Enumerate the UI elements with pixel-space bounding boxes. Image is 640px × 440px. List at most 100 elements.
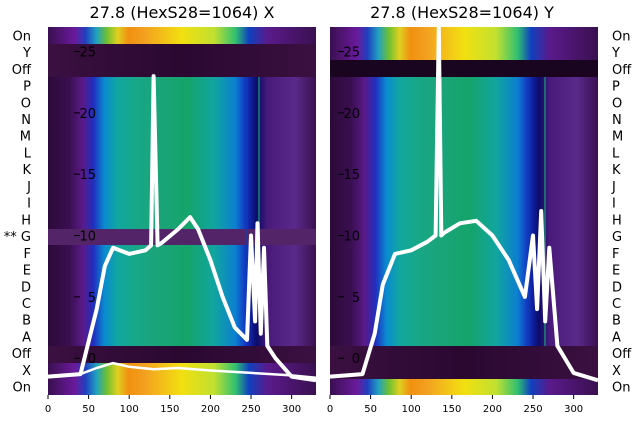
row-label: O	[21, 96, 31, 111]
x-tick-label: 0	[327, 404, 333, 415]
overlay-series-line	[329, 25, 599, 383]
x-tick-label: 0	[45, 404, 51, 415]
x-tick-label: 50	[82, 404, 95, 415]
row-label: F	[612, 247, 619, 262]
row-label: M	[20, 130, 31, 145]
overlay-tick-label: 5	[88, 291, 96, 306]
row-label: X	[612, 364, 621, 379]
row-label: H	[612, 213, 622, 228]
heatmap-column-streak-1	[245, 77, 248, 300]
x-tick-label: 250	[523, 404, 542, 415]
row-label: M	[612, 130, 623, 145]
heatmap-band-top-dark	[48, 44, 316, 77]
heatmap-band-main-upper	[48, 77, 316, 229]
heatmap-band-main	[330, 77, 598, 346]
row-label: C	[612, 297, 621, 312]
row-label: A	[612, 330, 621, 345]
row-label: On	[612, 381, 630, 396]
overlay-tick-label: 10	[79, 230, 96, 245]
x-tick-label: 200	[483, 404, 502, 415]
panel-right-x-ticks: 0 50 100 150 200 250 300	[327, 395, 583, 415]
panel-left-heatmap	[48, 27, 316, 395]
panel-right: 27.8 (HexS28=1064) Y On Y Off PONMLKJIHGFED…	[327, 3, 632, 415]
panel-left-overlay	[47, 74, 317, 383]
heatmap-band-top-dark	[330, 60, 598, 77]
row-label: L	[612, 146, 620, 161]
overlay-tick-label: 25	[343, 46, 360, 61]
row-label: P	[612, 80, 620, 95]
overlay-tick-label: 25	[79, 46, 96, 61]
panel-left-x-ticks: 0 50 100 150 200 250 300	[45, 395, 301, 415]
overlay-tick-label: 20	[343, 107, 360, 122]
row-label: N	[612, 113, 622, 128]
overlay-tick-label: 0	[352, 352, 360, 367]
heatmap-band-bottom-dark	[48, 346, 316, 363]
heatmap-band-top-hot	[330, 27, 598, 60]
x-tick-label: 150	[160, 404, 179, 415]
heatmap-column-streak-2	[258, 77, 260, 300]
x-tick-label: 100	[402, 404, 421, 415]
row-label: J	[26, 180, 31, 195]
row-label: D	[612, 280, 622, 295]
row-label: Y	[611, 46, 620, 61]
overlay-tick-label: 15	[79, 168, 96, 183]
row-label: G	[612, 230, 622, 245]
row-label: On	[13, 381, 31, 396]
overlay-series-line	[47, 74, 317, 383]
x-tick-label: 200	[201, 404, 220, 415]
panel-left-title: 27.8 (HexS28=1064) X	[90, 3, 275, 22]
row-label: Off	[612, 63, 632, 78]
row-label: ** G	[4, 230, 31, 245]
x-tick-label: 150	[442, 404, 461, 415]
row-label: Off	[12, 63, 32, 78]
x-tick-label: 300	[282, 404, 301, 415]
x-tick-label: 100	[120, 404, 139, 415]
row-label: P	[23, 80, 31, 95]
row-label: Y	[22, 46, 31, 61]
row-label: C	[22, 297, 31, 312]
row-label: E	[612, 264, 620, 279]
row-label: On	[13, 29, 31, 44]
row-label: X	[22, 364, 31, 379]
heatmap-column-streak-2	[544, 77, 546, 346]
overlay-tick-label: 15	[343, 168, 360, 183]
heatmap-band-main-lower	[48, 245, 316, 300]
row-label: B	[22, 314, 31, 329]
row-label: I	[612, 197, 616, 212]
overlay-tick-label: 20	[79, 107, 96, 122]
heatmap-band-bottom-hot	[330, 379, 598, 395]
row-label: A	[22, 330, 31, 345]
heatmap-band-bottom-dark	[330, 346, 598, 379]
x-tick-label: 300	[564, 404, 583, 415]
panel-right-overlay	[329, 25, 599, 383]
overlay-tick-label: 0	[88, 352, 96, 367]
panel-right-overlay-ticks: 0 5 10 15 20 25	[338, 46, 360, 367]
row-label: K	[612, 163, 621, 178]
row-label: D	[21, 280, 31, 295]
row-label: I	[27, 197, 31, 212]
overlay-series-line	[47, 361, 317, 380]
row-label: Off	[12, 347, 32, 362]
row-label: O	[612, 96, 622, 111]
row-label: N	[21, 113, 31, 128]
row-label: J	[611, 180, 616, 195]
x-tick-label: 50	[364, 404, 377, 415]
row-label: H	[21, 213, 31, 228]
row-label: K	[22, 163, 31, 178]
heatmap-column-streak-1	[527, 77, 530, 346]
panel-left-overlay-ticks: 0 5 10 15 20 25	[74, 46, 96, 367]
overlay-tick-label: 10	[343, 230, 360, 245]
row-label: F	[24, 247, 31, 262]
row-label: B	[612, 314, 621, 329]
x-tick-label: 250	[241, 404, 260, 415]
row-label: On	[612, 29, 630, 44]
overlay-tick-label: 5	[352, 291, 360, 306]
panel-right-title: 27.8 (HexS28=1064) Y	[370, 3, 554, 22]
heatmap-band-top-hot	[48, 27, 316, 44]
row-label: Off	[612, 347, 632, 362]
row-label: L	[24, 146, 32, 161]
